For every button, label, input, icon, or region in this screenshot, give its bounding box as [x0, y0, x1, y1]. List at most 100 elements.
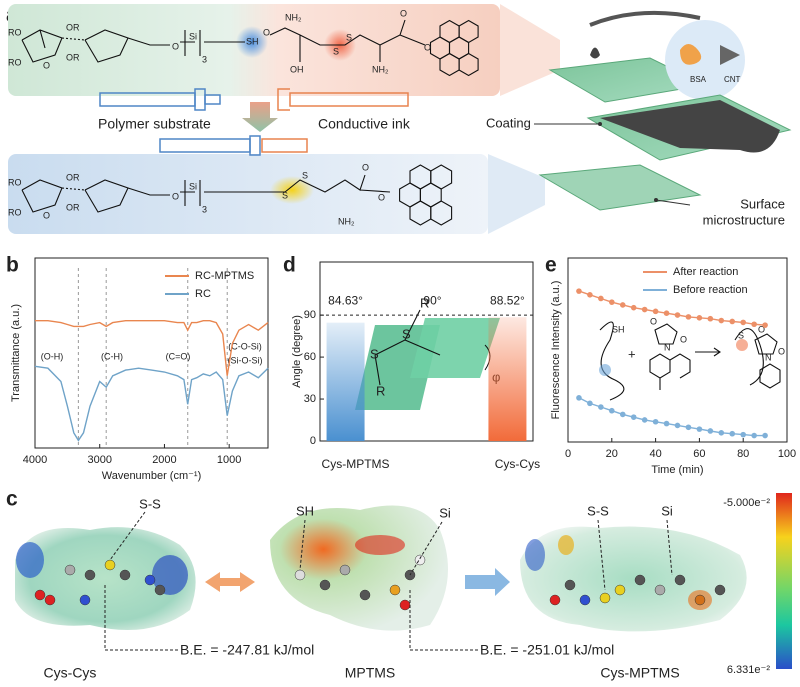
binding-energy: B.E. = -247.81 kJ/mol — [180, 642, 314, 658]
esp-surfaces-part — [15, 527, 196, 630]
point — [663, 420, 670, 427]
point — [718, 317, 725, 324]
panel-label: b — [6, 254, 19, 277]
x-tick-label: 80 — [737, 448, 749, 460]
point — [674, 312, 681, 318]
molecule-bonds-part — [180, 30, 245, 56]
double-arrow — [205, 572, 255, 592]
point — [652, 308, 659, 315]
molecule-name: MPTMS — [345, 665, 396, 681]
ring — [458, 52, 479, 77]
atom: RO — [8, 177, 22, 187]
inset-label: R — [376, 383, 385, 398]
y-axis-label: Transmittance (a.u.) — [10, 304, 22, 402]
point — [762, 322, 768, 328]
reaction-schematic-part — [649, 353, 691, 390]
panel-a-backgrounds-part — [488, 154, 545, 234]
atom: O — [378, 192, 385, 202]
x-tick-label: 2000 — [152, 454, 176, 466]
atom: O — [362, 162, 369, 172]
pointers — [104, 511, 673, 651]
y-tick-label: 90 — [304, 309, 316, 321]
panel-a-backgrounds — [8, 4, 560, 234]
x-tick-label: 60 — [693, 448, 705, 460]
point — [740, 319, 746, 326]
inset-label: BSA — [690, 75, 707, 84]
pointers-part — [597, 519, 606, 591]
pointers-part — [409, 521, 443, 576]
annotation: (O-H) — [41, 351, 64, 361]
pointer-label: S-S — [587, 503, 609, 518]
bar — [488, 317, 527, 441]
atom: OR — [66, 202, 80, 212]
atom: OR — [66, 22, 80, 32]
annotation: (C-H) — [101, 351, 123, 361]
atom: O — [43, 60, 50, 70]
connectors-part — [242, 102, 278, 132]
legend-label: RC-MPTMS — [195, 270, 254, 282]
point — [630, 304, 637, 311]
point — [729, 318, 736, 325]
molecule-bonds-part — [269, 19, 426, 62]
series-line — [578, 290, 766, 326]
atom: S — [282, 190, 288, 200]
x-tick-label: 40 — [649, 448, 661, 460]
annotation: (C-O-Si) — [228, 341, 262, 351]
reaction-schematic-part — [754, 333, 781, 389]
reaction-schematic-part — [734, 328, 764, 386]
pyrene-rings — [399, 19, 479, 226]
coating-illustration-part — [589, 10, 701, 27]
esp-surfaces — [15, 505, 747, 632]
atom: O — [424, 42, 431, 52]
value-label: 84.63° — [328, 293, 363, 307]
colorbar-label: 6.331e⁻² — [727, 664, 770, 676]
pointer-label: SH — [296, 503, 314, 518]
atom: NH₂ — [285, 12, 302, 22]
point — [740, 431, 746, 438]
molecule-bonds-part — [84, 179, 170, 213]
coating-label: Coating — [486, 115, 531, 130]
connectors-part — [289, 92, 409, 107]
coating-illustration-part — [600, 100, 780, 153]
atom-ball — [44, 594, 56, 606]
molecule-bonds-part — [21, 29, 63, 63]
dihedral-schematic-part — [374, 309, 441, 386]
plot-frame — [319, 261, 534, 442]
esp-surfaces-part — [270, 505, 448, 631]
connectors-part — [204, 94, 221, 105]
point — [587, 400, 593, 407]
atom-ball — [144, 574, 156, 586]
coating-illustration-part — [655, 199, 691, 206]
inset-label: CNT — [724, 75, 741, 84]
panel-label: c — [6, 488, 18, 511]
atom: S — [346, 32, 352, 42]
colorbar — [776, 493, 792, 669]
coating-illustration-part — [598, 122, 602, 126]
point — [609, 407, 615, 414]
pointer-label: Si — [439, 505, 451, 520]
atom-ball — [319, 579, 331, 591]
x-axis-label: Wavenumber (cm⁻¹) — [102, 470, 202, 482]
panel-a-backgrounds-part — [500, 4, 560, 96]
atom: 3 — [202, 204, 207, 214]
inset-label: O — [758, 324, 765, 334]
molecule-bonds — [21, 19, 426, 213]
ball-stick-atoms — [34, 554, 726, 611]
molecule-name: Cys-MPTMS — [600, 665, 679, 681]
atom-ball — [389, 584, 401, 596]
plot-frame — [34, 257, 269, 449]
atom: S — [333, 46, 339, 56]
panel-label: d — [283, 254, 296, 277]
connectors-part — [249, 135, 261, 156]
atom-ball — [79, 594, 91, 606]
point — [576, 288, 582, 294]
point — [641, 306, 648, 313]
reaction-schematic-part — [695, 347, 721, 357]
point — [751, 321, 757, 328]
reference-label: 90° — [423, 293, 441, 307]
legend-label: Before reaction — [673, 284, 748, 296]
bar — [326, 322, 365, 441]
value-label: 88.52° — [490, 293, 525, 307]
connectors-part — [277, 88, 290, 111]
x-tick-label: 0 — [565, 448, 571, 460]
